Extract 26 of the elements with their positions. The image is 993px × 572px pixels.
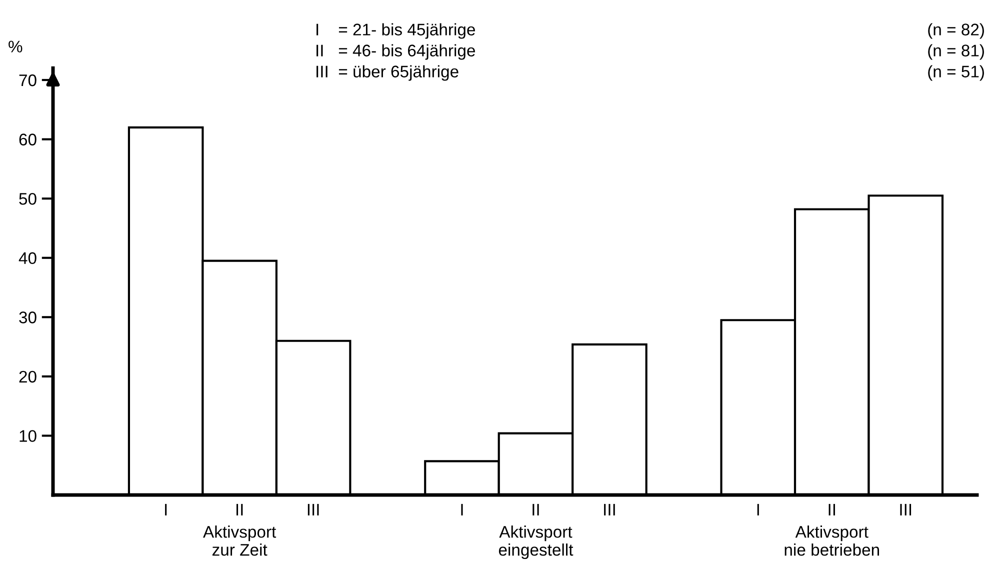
series-label: II xyxy=(236,504,243,516)
y-tick-label: 60 xyxy=(19,134,36,146)
text: I xyxy=(757,504,759,516)
x-tick-label: Aktivsport nie betrieben xyxy=(784,526,879,556)
x-tick-label: Aktivsport zur Zeit xyxy=(203,526,276,556)
annotation: (n = 51) xyxy=(928,65,984,81)
text: (n = 82) xyxy=(928,23,984,39)
y-tick-label: 10 xyxy=(20,430,36,442)
series-label: I xyxy=(165,504,167,516)
annotation: III = über 65jährige xyxy=(316,65,458,81)
y-tick-label: 50 xyxy=(19,192,36,205)
text: II = 46- bis 64jährige xyxy=(316,44,475,60)
series-label: III xyxy=(308,504,319,516)
text: I xyxy=(461,504,463,516)
text: II xyxy=(828,504,835,516)
text: III xyxy=(900,504,912,516)
text: II xyxy=(532,504,539,516)
y-axis-title: % xyxy=(8,40,22,52)
y-tick-label: 30 xyxy=(19,312,36,324)
text: III xyxy=(604,504,615,516)
text: I = 21- bis 45jährige xyxy=(316,23,475,39)
text: (n = 81) xyxy=(928,44,984,60)
y-tick-label: 70 xyxy=(19,74,36,86)
y-tick-label: 40 xyxy=(18,252,36,264)
y-tick-label: 20 xyxy=(19,370,36,383)
x-tick-label: Aktivsport eingestellt xyxy=(498,526,574,560)
